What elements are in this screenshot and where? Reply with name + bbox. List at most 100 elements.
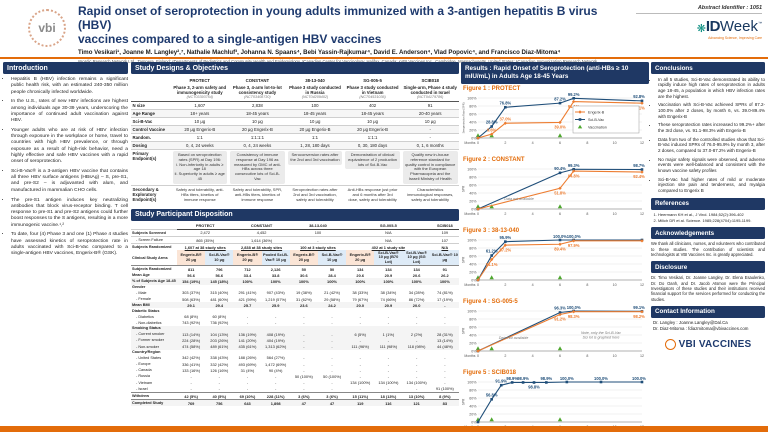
- figure-4: Figure 4 : SG-005-5 0% 20% 40% 60% 80% 100% 0 2 4…: [461, 299, 649, 368]
- list-item: No major safety signals were observed, a…: [658, 157, 765, 174]
- svg-text:98.3%: 98.3%: [568, 314, 580, 319]
- disposition-cell: 402 at 1 study site: [346, 243, 431, 251]
- svg-text:8: 8: [586, 141, 588, 145]
- svg-text:100.0%: 100.0%: [553, 235, 567, 240]
- disposition-row-label: - Diabetics: [136, 314, 154, 319]
- disposition-cell: 50: [289, 265, 318, 273]
- disposition-cell: 50: [317, 265, 347, 273]
- disposition-row-label: % of Subjects Age 18-45: [131, 278, 177, 285]
- list-item: Dr. Diaz-Mitoma : fdiazmitoma@vbivaccine…: [653, 326, 749, 332]
- disposition-cell: [205, 325, 234, 332]
- design-cell: 100: [286, 100, 344, 110]
- disposition-cell: 1,607 at 38 study sites: [177, 243, 234, 251]
- disposition-cell: -: [444, 320, 446, 326]
- disposition-cell: 3 (6%): [289, 391, 318, 400]
- disposition-cell: -: [289, 331, 318, 338]
- svg-text:100%: 100%: [467, 168, 477, 172]
- disposition-cell: 1,313 (62%): [261, 343, 290, 350]
- disposition-group-name: 38-13-040: [289, 222, 347, 230]
- svg-text:60%: 60%: [469, 397, 477, 401]
- disposition-cell: -: [331, 367, 333, 373]
- disposition-cell: -: [246, 314, 249, 320]
- list-item: Vaccination with Sci-B-Vac achieved SPRs…: [658, 102, 765, 119]
- svg-text:9.6%: 9.6%: [487, 128, 497, 133]
- disposition-cell: 743 (92%): [182, 320, 201, 326]
- design-cell: 20 μg Engerix-B: [228, 124, 287, 134]
- disposition-cell: 508 (63%): [182, 296, 201, 302]
- study-nct: (NCT04531036): [359, 95, 386, 100]
- svg-text:40%: 40%: [469, 334, 477, 338]
- disposition-cell: -: [246, 380, 249, 386]
- disposition-row-label: - Screen Failure: [131, 235, 177, 244]
- intro-heading: Introduction: [3, 62, 128, 74]
- study-description: Phase 3, 2-arm safety and immunogenicity…: [173, 85, 227, 100]
- disposition-cell: N/A: [430, 243, 459, 251]
- disposition-cell: 100%: [346, 278, 375, 285]
- svg-text:Data not available: Data not available: [504, 198, 534, 202]
- disposition-cell: -: [331, 386, 333, 392]
- primary-endpoint-cell: Qualify new in-house reference standard …: [401, 148, 459, 186]
- design-cell: 91: [401, 100, 459, 110]
- disposition-cell: 109: [430, 228, 459, 237]
- disposition-cell: 493 (69%): [238, 361, 257, 367]
- disposition-row-label: - Non-smoker: [131, 343, 177, 350]
- disposition-cell: 50 (100%): [323, 373, 341, 379]
- svg-text:SPR: SPR: [462, 398, 466, 405]
- disposition-cell: 188 (26%): [238, 355, 257, 361]
- disposition-cell: -: [415, 367, 418, 373]
- svg-text:100.0%: 100.0%: [567, 306, 581, 311]
- disposition-cell: 100%: [233, 278, 262, 285]
- disclosure-heading: Disclosure: [651, 261, 765, 274]
- middle-column: Study Designs & Objectives PROTECT CONSTA…: [131, 62, 459, 407]
- disposition-cell: 29 (58%): [324, 296, 340, 302]
- svg-text:0: 0: [477, 212, 479, 216]
- disposition-cell: 47: [289, 399, 318, 407]
- svg-text:12: 12: [640, 212, 644, 216]
- study-nct: (NCT04209402): [301, 95, 329, 100]
- disposition-cell: 435 (61%): [233, 343, 262, 350]
- disposition-cell: -: [444, 361, 446, 367]
- disposition-cell: 712: [233, 265, 262, 273]
- disposition-cell: 104 (13%): [205, 331, 234, 338]
- design-cell: 1:1: [286, 132, 344, 142]
- svg-text:2: 2: [504, 283, 506, 287]
- svg-text:Months: Months: [464, 212, 475, 216]
- disposition-cell: 474 (58%): [177, 343, 206, 350]
- svg-text:2: 2: [504, 141, 506, 145]
- svg-text:20%: 20%: [469, 200, 477, 204]
- disposition-row-label: - Europe: [136, 362, 151, 367]
- disposition-cell: 865 (35%): [177, 235, 234, 244]
- svg-text:0%: 0%: [471, 421, 477, 425]
- svg-text:37.0%: 37.0%: [500, 117, 512, 122]
- svg-text:60%: 60%: [469, 184, 477, 188]
- svg-text:20%: 20%: [469, 342, 477, 346]
- study-arm-cell: Sci-B-Vac® 10 μg (SG Lot): [402, 250, 431, 266]
- list-item: Sci-B-Vac had higher rates of mild or mo…: [658, 177, 765, 194]
- design-row-label: Age Range: [131, 108, 171, 118]
- svg-text:98.9%: 98.9%: [517, 377, 529, 382]
- disposition-row-label: Withdrew: [131, 391, 177, 400]
- disposition-cell: 224 (28%): [177, 337, 206, 344]
- disposition-cell: 100: [289, 228, 347, 237]
- disposition-group-name: PROTECT: [177, 222, 234, 230]
- title-line-2: vaccines compared to a single-antigen HB…: [78, 32, 382, 47]
- svg-text:100.0%: 100.0%: [560, 377, 574, 382]
- disposition-cell: [177, 325, 206, 332]
- disposition-cell: 23.6: [289, 302, 318, 309]
- disposition-row-label: - Non-diabetics: [136, 320, 162, 325]
- svg-text:51.8%: 51.8%: [554, 191, 566, 196]
- disposition-cell: -: [415, 320, 418, 326]
- disposition-cell: 74 (81%): [436, 290, 453, 296]
- list-item: The pre-S1 antigen induces key neutraliz…: [11, 198, 128, 229]
- disposition-cell: 4,452: [233, 228, 290, 237]
- disposition-cell: 107: [430, 235, 459, 244]
- svg-text:4: 4: [532, 141, 534, 145]
- disposition-cell: 118 (98%): [402, 343, 431, 350]
- poster-header: vbi Rapid onset of seroprotection in you…: [0, 0, 768, 64]
- svg-text:95.9%: 95.9%: [500, 235, 512, 240]
- disposition-cell: -: [190, 386, 192, 392]
- design-cell: 18-45 years: [286, 108, 344, 118]
- svg-text:SPR: SPR: [462, 185, 466, 192]
- disposition-cell: 79 (67%): [352, 296, 369, 302]
- svg-text:Engerix-B: Engerix-B: [588, 111, 605, 115]
